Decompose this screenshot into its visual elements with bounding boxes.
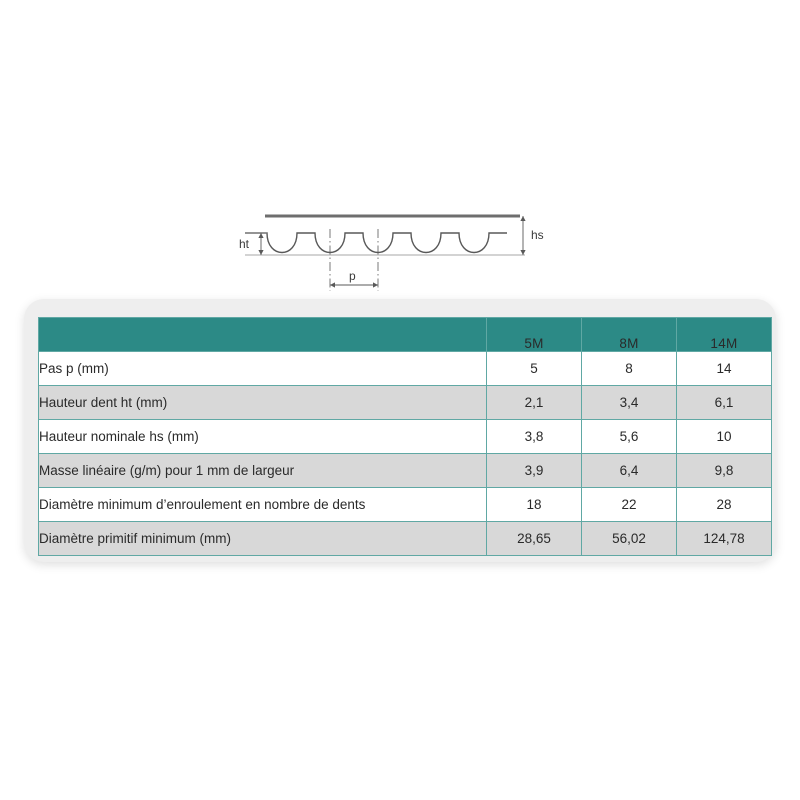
table-row: Masse linéaire (g/m) pour 1 mm de largeu… <box>38 453 772 488</box>
hs-arrow-top <box>520 216 526 221</box>
hs-arrow-bottom <box>520 250 526 255</box>
row-value-5m: 2,1 <box>486 385 582 420</box>
row-label: Pas p (mm) <box>38 351 487 386</box>
row-label: Diamètre minimum d’enroulement en nombre… <box>38 487 487 522</box>
row-value-5m: 28,65 <box>486 521 582 556</box>
table-header-row: 5M 8M 14M <box>38 317 772 352</box>
table-row: Diamètre primitif minimum (mm) 28,65 56,… <box>38 521 772 556</box>
belt-profile-diagram: ht hs p <box>235 203 555 303</box>
table-row: Pas p (mm) 5 8 14 <box>38 351 772 386</box>
ht-arrow-top <box>258 233 264 238</box>
row-label: Hauteur nominale hs (mm) <box>38 419 487 454</box>
row-label: Masse linéaire (g/m) pour 1 mm de largeu… <box>38 453 487 488</box>
row-value-8m: 5,6 <box>581 419 677 454</box>
row-value-14m: 124,78 <box>676 521 772 556</box>
row-value-14m: 28 <box>676 487 772 522</box>
p-arrow-left <box>330 282 335 288</box>
p-label: p <box>349 269 356 283</box>
row-value-8m: 56,02 <box>581 521 677 556</box>
table-row: Hauteur nominale hs (mm) 3,8 5,6 10 <box>38 419 772 454</box>
header-cell-5m: 5M <box>486 317 582 352</box>
row-value-8m: 22 <box>581 487 677 522</box>
row-value-5m: 3,8 <box>486 419 582 454</box>
row-value-8m: 8 <box>581 351 677 386</box>
table-row: Diamètre minimum d’enroulement en nombre… <box>38 487 772 522</box>
header-cell-8m: 8M <box>581 317 677 352</box>
p-arrow-right <box>373 282 378 288</box>
table-row: Hauteur dent ht (mm) 2,1 3,4 6,1 <box>38 385 772 420</box>
row-value-8m: 3,4 <box>581 385 677 420</box>
header-cell-14m: 14M <box>676 317 772 352</box>
header-cell-blank <box>38 317 487 352</box>
belt-specifications-table: 5M 8M 14M Pas p (mm) 5 8 14 Hauteur dent… <box>38 317 772 556</box>
row-value-14m: 9,8 <box>676 453 772 488</box>
ht-label: ht <box>239 237 250 251</box>
row-value-5m: 5 <box>486 351 582 386</box>
row-value-14m: 10 <box>676 419 772 454</box>
row-value-14m: 6,1 <box>676 385 772 420</box>
belt-tooth-outline <box>245 232 507 254</box>
spec-table-container: 5M 8M 14M Pas p (mm) 5 8 14 Hauteur dent… <box>38 317 772 556</box>
row-value-8m: 6,4 <box>581 453 677 488</box>
row-value-14m: 14 <box>676 351 772 386</box>
row-value-5m: 3,9 <box>486 453 582 488</box>
row-label: Hauteur dent ht (mm) <box>38 385 487 420</box>
ht-arrow-bottom <box>258 250 264 255</box>
row-value-5m: 18 <box>486 487 582 522</box>
row-label: Diamètre primitif minimum (mm) <box>38 521 487 556</box>
hs-label: hs <box>531 228 544 242</box>
